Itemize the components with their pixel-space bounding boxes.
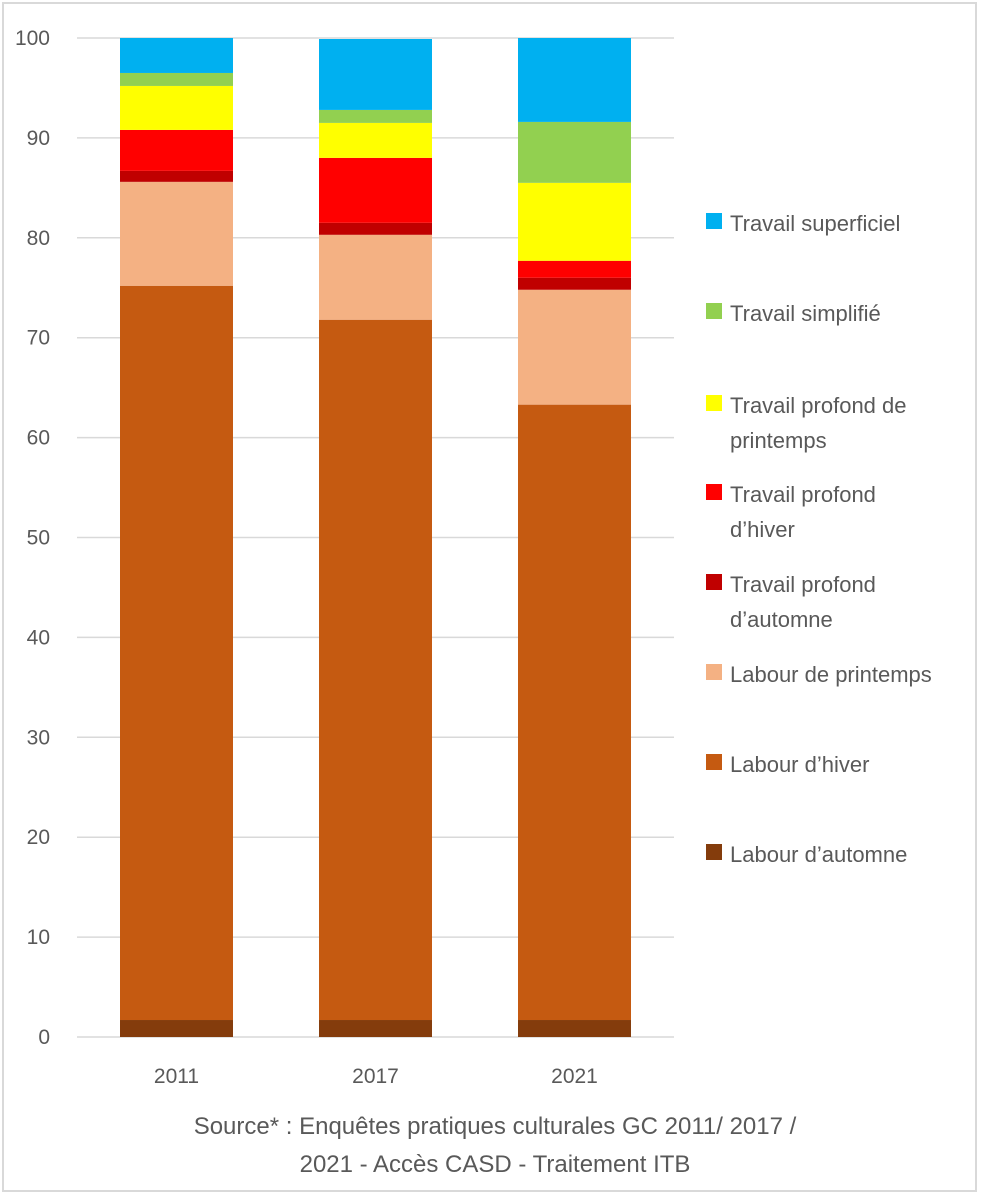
bar-stack-2021 [518, 38, 631, 1037]
bar-2011-travail-simplifie [120, 72, 233, 86]
bar-2021-labour-d-hiver [518, 404, 631, 1021]
bar-2011-labour-de-printemps [120, 181, 233, 286]
bar-2017-travail-profond-d-automne [319, 222, 432, 235]
bar-2021-travail-superficiel [518, 38, 631, 122]
x-tick-label-2011: 2011 [154, 1065, 199, 1088]
bar-2017-travail-superficiel [319, 38, 432, 110]
bar-2021-labour-de-printemps [518, 289, 631, 405]
bar-2021-travail-simplifie [518, 121, 631, 183]
y-tick-label: 0 [38, 1026, 50, 1049]
source-note: Source* : Enquêtes pratiques culturales … [150, 1108, 840, 1184]
legend-swatch [706, 664, 722, 680]
x-axis-ticks: 2011 2017 2021 [154, 1065, 598, 1088]
legend-swatch [706, 213, 722, 229]
legend-item-travail-superficiel: Travail superficiel [706, 206, 970, 241]
legend-swatch [706, 395, 722, 411]
bar-2017-labour-d-hiver [319, 319, 432, 1021]
legend-item-labour-automne: Labour d’automne [706, 837, 970, 872]
y-tick-label: 60 [27, 427, 50, 450]
bar-2011-travail-profond-d-hiver [120, 129, 233, 171]
legend-swatch [706, 303, 722, 319]
bar-2021-labour-d-automne [518, 1020, 631, 1037]
legend-label: Labour de printemps [730, 662, 932, 687]
legend-label: Travail superficiel [730, 211, 901, 236]
legend-swatch [706, 844, 722, 860]
bar-stack-2017 [319, 38, 432, 1037]
legend-swatch [706, 574, 722, 590]
y-tick-label: 30 [27, 726, 50, 749]
legend-swatch [706, 484, 722, 500]
y-tick-label: 70 [27, 327, 50, 350]
bar-2017-labour-d-automne [319, 1020, 432, 1037]
y-tick-label: 20 [27, 826, 50, 849]
legend-item-labour-printemps: Labour de printemps [706, 657, 970, 692]
legend-label: Travail profond d’hiver [730, 482, 876, 542]
legend-item-travail-simplifie: Travail simplifié [706, 296, 970, 331]
bar-2021-travail-profond-de-printemps [518, 182, 631, 261]
legend-label: Travail profond de printemps [730, 393, 907, 453]
y-tick-label: 100 [15, 27, 50, 50]
bar-2017-travail-profond-de-printemps [319, 122, 432, 158]
bars [120, 38, 631, 1037]
bar-2017-travail-profond-d-hiver [319, 157, 432, 223]
bar-2021-travail-profond-d-hiver [518, 260, 631, 278]
bar-stack-2011 [120, 38, 233, 1037]
legend-label: Labour d’hiver [730, 752, 870, 777]
source-line-1: Source* : Enquêtes pratiques culturales … [193, 1113, 797, 1140]
bar-2011-travail-profond-de-printemps [120, 85, 233, 130]
legend-label: Travail profond d’automne [730, 572, 876, 632]
bar-2017-travail-simplifie [319, 109, 432, 123]
y-tick-label: 90 [27, 127, 50, 150]
x-tick-label-2017: 2017 [352, 1065, 399, 1088]
y-tick-label: 50 [27, 527, 50, 550]
bar-2021-travail-profond-d-automne [518, 277, 631, 290]
x-tick-label-2021: 2021 [551, 1065, 598, 1088]
bar-2011-travail-profond-d-automne [120, 170, 233, 182]
source-line-2: 2021 - Accès CASD - Traitement ITB [299, 1151, 691, 1178]
bar-2017-labour-de-printemps [319, 234, 432, 320]
y-axis-ticks: 0 10 20 30 40 50 60 70 80 90 100 [15, 27, 50, 1049]
legend-item-travail-profond-automne: Travail profond d’automne [706, 567, 970, 637]
y-tick-label: 80 [27, 227, 50, 250]
legend-label: Labour d’automne [730, 842, 908, 867]
legend-swatch [706, 754, 722, 770]
legend-item-labour-hiver: Labour d’hiver [706, 747, 970, 782]
legend-item-travail-profond-hiver: Travail profond d’hiver [706, 477, 970, 547]
y-tick-label: 40 [27, 626, 50, 649]
bar-2011-labour-d-automne [120, 1020, 233, 1037]
bar-2011-travail-superficiel [120, 38, 233, 73]
y-tick-label: 10 [27, 926, 50, 949]
legend-item-travail-profond-printemps: Travail profond de printemps [706, 388, 970, 458]
legend-label: Travail simplifié [730, 301, 881, 326]
bar-2011-labour-d-hiver [120, 285, 233, 1021]
